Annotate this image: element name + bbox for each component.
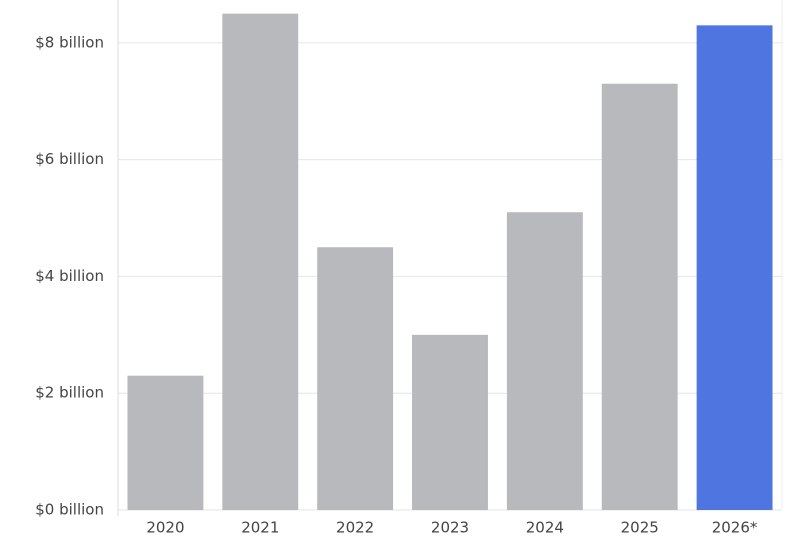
y-tick-label: $8 billion <box>35 33 104 51</box>
bar <box>317 247 394 510</box>
x-tick-label: 2020 <box>146 519 184 537</box>
bar <box>222 13 299 510</box>
y-tick-label: $2 billion <box>35 384 104 402</box>
y-tick-label: $4 billion <box>35 267 104 285</box>
x-tick-label: 2021 <box>241 519 279 537</box>
bar <box>127 375 204 510</box>
x-tick-label: 2023 <box>431 519 469 537</box>
bar <box>506 212 583 510</box>
bar <box>412 334 488 510</box>
x-tick-label: 2025 <box>621 519 659 537</box>
y-tick-label: $6 billion <box>35 150 104 168</box>
x-tick-label: 2022 <box>336 519 374 537</box>
y-tick-label: $0 billion <box>35 501 104 519</box>
bar <box>601 83 678 510</box>
bar <box>696 25 773 510</box>
x-tick-label: 2024 <box>526 519 564 537</box>
x-tick-label: 2026* <box>712 519 758 537</box>
